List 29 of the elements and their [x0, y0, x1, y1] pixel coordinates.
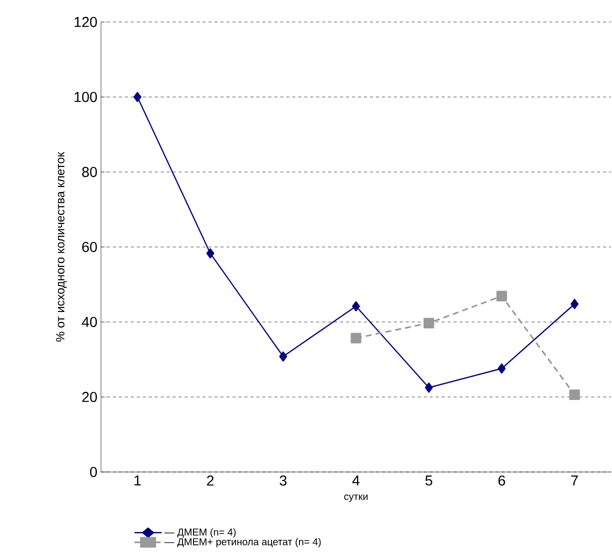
y-tick-label: 120: [74, 16, 97, 28]
x-tick-label: 6: [498, 476, 506, 486]
y-tick-label: 0: [90, 466, 97, 478]
x-tick-label: 5: [425, 476, 432, 486]
point: [279, 351, 288, 362]
point: [133, 92, 142, 102]
y-axis-title: % от исходного количества клеток: [56, 152, 67, 342]
x-tick-label: 2: [207, 476, 214, 486]
point: [350, 332, 362, 344]
point: [496, 290, 508, 302]
x-tick-label: 1: [134, 476, 141, 486]
legend-label: — ДМЕМ+ ретинола ацетат (n= 4): [164, 538, 321, 548]
legend-label: — ДМЕМ (n= 4): [164, 528, 236, 538]
point: [424, 318, 434, 328]
x-tick-label: 7: [571, 476, 578, 486]
y-tick-label: 60: [82, 242, 97, 252]
point: [498, 363, 506, 374]
y-tick-label: 40: [82, 316, 97, 328]
x-axis-title: сутки: [344, 494, 368, 502]
x-tick-label: 3: [280, 476, 286, 486]
point: [206, 248, 214, 258]
point: [352, 301, 360, 312]
x-tick-label: 4: [352, 476, 360, 486]
point: [424, 382, 433, 393]
point: [569, 389, 580, 400]
y-tick-label: 80: [82, 166, 97, 178]
y-tick-label: 100: [74, 92, 97, 102]
y-tick-label: 20: [82, 392, 97, 402]
point: [570, 298, 579, 310]
